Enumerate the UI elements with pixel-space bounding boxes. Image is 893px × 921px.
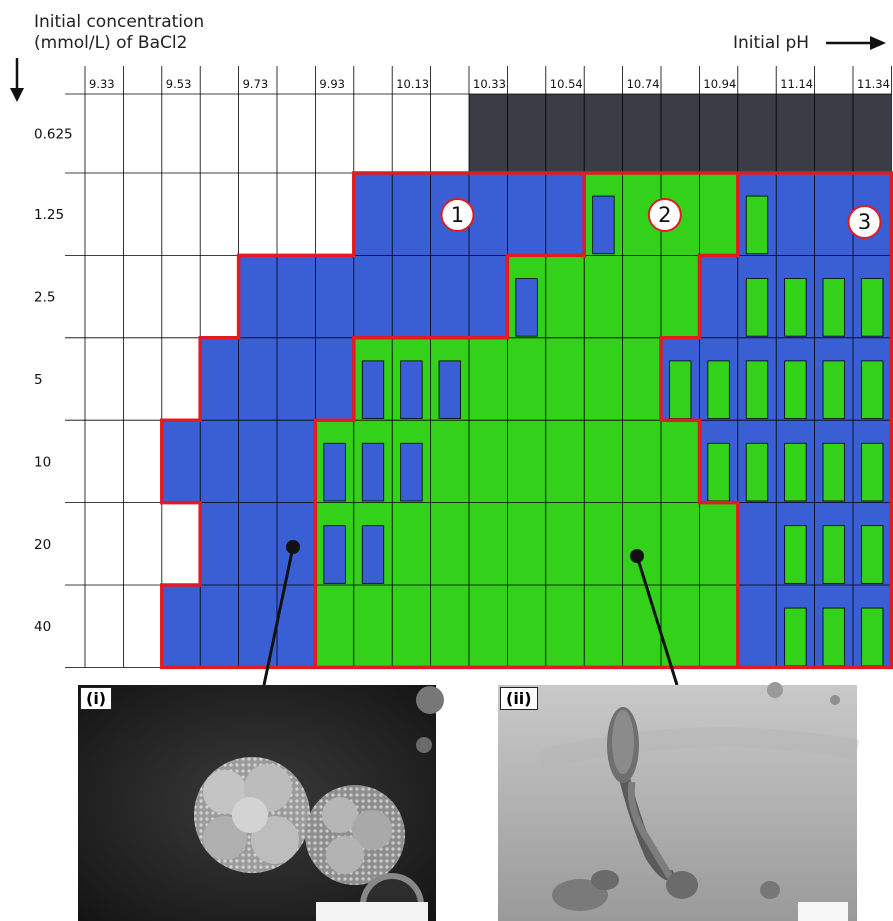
region1-row [238, 255, 508, 338]
region-label-3: 3 [858, 210, 871, 234]
mixed-bar [784, 607, 807, 667]
mixed-bar [745, 195, 769, 255]
mixed-bar [784, 278, 807, 337]
x-axis-title: Initial pH [733, 33, 810, 53]
dark-region [469, 94, 892, 173]
mixed-bar [707, 360, 730, 419]
ph-label: 9.93 [319, 77, 345, 91]
pointer-i [262, 540, 300, 686]
mixed-bar [784, 525, 807, 584]
region-borders [160, 171, 893, 670]
conc-label: 20 [34, 537, 51, 553]
sem-panel-ii [498, 682, 859, 921]
scale-bar-ii [798, 902, 848, 921]
grid-lines [65, 66, 892, 668]
region-label-2: 2 [658, 203, 671, 227]
mixed-bar [745, 442, 769, 502]
mixed-bar [669, 360, 692, 419]
sem-filament-ii [537, 682, 859, 911]
ph-label: 9.33 [89, 77, 115, 91]
region-labels: 1 2 3 [440, 198, 882, 239]
outer-border [160, 171, 893, 670]
region2-row [315, 502, 738, 585]
mixed-bar [822, 360, 845, 419]
mixed-bar [861, 278, 884, 337]
region-label-circle [847, 205, 882, 239]
region-label-1: 1 [451, 203, 464, 227]
concentration-axis-labels: 0.625 1.25 2.5 5 10 20 40 [34, 127, 73, 636]
pointer-ii [630, 549, 679, 686]
mixed-bar [822, 525, 845, 584]
conc-label: 1.25 [34, 207, 64, 223]
mixed-bar [822, 607, 845, 667]
mixed-bar [861, 360, 884, 419]
mixed-bar [438, 360, 461, 419]
mixed-bar [361, 360, 385, 419]
mixed-bar [323, 442, 346, 502]
mixed-bar [861, 442, 884, 502]
ph-label: 11.14 [780, 77, 813, 91]
mixed-bar [592, 195, 615, 255]
down-arrow-icon [10, 58, 24, 102]
y-axis-title-line2: (mmol/L) of BaCl2 [34, 33, 188, 53]
ph-label: 10.94 [703, 77, 736, 91]
mixed-bar [361, 442, 385, 502]
conc-label: 2.5 [34, 290, 55, 306]
region2-row [315, 585, 738, 668]
ph-label: 10.54 [550, 77, 583, 91]
mixed-bar [822, 442, 845, 502]
mixed-bar [784, 442, 807, 502]
ph-axis-labels: 9.33 9.53 9.73 9.93 10.13 10.33 10.54 10.74 10.9… [89, 77, 890, 91]
ph-label: 9.53 [166, 77, 192, 91]
mixed-bar [323, 525, 346, 584]
panel-label-i: (i) [80, 687, 113, 710]
mixed-bar [515, 278, 538, 337]
ph-label: 9.73 [243, 77, 269, 91]
ph-label: 10.74 [627, 77, 660, 91]
y-axis-title-line1: Initial concentration [34, 12, 205, 32]
mixed-bar [400, 442, 423, 502]
sem-panel-i [78, 685, 444, 921]
ph-label: 10.33 [473, 77, 506, 91]
right-arrow-icon [826, 36, 886, 50]
conc-label: 40 [34, 619, 51, 635]
mixed-bar [861, 525, 884, 584]
mixed-bar [707, 442, 730, 502]
ph-label: 10.13 [396, 77, 429, 91]
panel-label-ii: (ii) [500, 687, 538, 710]
conc-label: 5 [34, 372, 43, 388]
region2-row [507, 255, 700, 338]
mixed-bar [784, 360, 807, 419]
border-1-2 [313, 173, 586, 668]
region-label-circle [647, 198, 682, 232]
mixed-bar [400, 360, 423, 419]
scale-bar-i [316, 902, 428, 921]
mixed-bar [822, 278, 845, 337]
mixed-bar [861, 607, 884, 667]
mixed-bar [361, 525, 385, 584]
border-2-3 [659, 173, 740, 668]
region-label-circle [440, 198, 475, 232]
sem-spheres-i [194, 686, 444, 921]
mixed-bar [745, 278, 769, 337]
grid-cells [161, 94, 892, 668]
mixed-bar [745, 360, 769, 419]
conc-label: 10 [34, 454, 51, 470]
ph-label: 11.34 [857, 77, 890, 91]
conc-label: 0.625 [34, 127, 73, 143]
